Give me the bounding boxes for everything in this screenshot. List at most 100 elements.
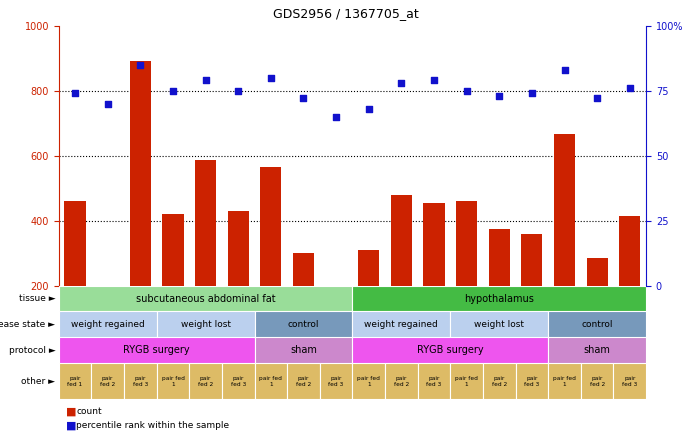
Text: pair
fed 3: pair fed 3 (231, 376, 246, 387)
Text: other ►: other ► (21, 377, 55, 386)
Bar (157, 364, 189, 399)
Bar (521, 234, 542, 285)
Text: hypothalamus: hypothalamus (464, 293, 534, 304)
Bar (515, 364, 548, 399)
Text: sham: sham (290, 345, 317, 356)
Text: pair
fed 2: pair fed 2 (394, 376, 409, 387)
Bar (548, 312, 646, 337)
Text: weight regained: weight regained (70, 320, 144, 329)
Text: count: count (76, 407, 102, 416)
Text: pair fed
1: pair fed 1 (455, 376, 478, 387)
Text: pair
fed 3: pair fed 3 (328, 376, 343, 387)
Text: subcutaneous abdominal fat: subcutaneous abdominal fat (135, 293, 276, 304)
Point (559, 66, 570, 73)
Text: pair
fed 1: pair fed 1 (68, 376, 83, 387)
Bar (581, 364, 614, 399)
Bar (227, 211, 249, 285)
Bar (614, 364, 646, 399)
Text: weight lost: weight lost (180, 320, 231, 329)
Bar (59, 285, 352, 312)
Bar (451, 312, 548, 337)
Text: pair
fed 2: pair fed 2 (589, 376, 605, 387)
Text: pair
fed 3: pair fed 3 (622, 376, 637, 387)
Bar (157, 312, 254, 337)
Text: pair
fed 3: pair fed 3 (426, 376, 442, 387)
Text: protocol ►: protocol ► (8, 346, 55, 355)
Text: weight regained: weight regained (364, 320, 438, 329)
Point (428, 77, 439, 84)
Point (396, 79, 407, 87)
Bar (424, 203, 444, 285)
Text: percentile rank within the sample: percentile rank within the sample (76, 421, 229, 430)
Bar (451, 364, 483, 399)
Bar (548, 337, 646, 364)
Text: pair fed
1: pair fed 1 (259, 376, 282, 387)
Point (167, 87, 178, 94)
Point (200, 77, 211, 84)
Text: disease state ►: disease state ► (0, 320, 55, 329)
Text: tissue ►: tissue ► (19, 294, 55, 303)
Bar (352, 337, 548, 364)
Text: weight lost: weight lost (474, 320, 524, 329)
Bar (59, 337, 254, 364)
Text: pair
fed 2: pair fed 2 (100, 376, 115, 387)
Bar (162, 214, 184, 285)
Bar (619, 216, 641, 285)
Text: RYGB surgery: RYGB surgery (123, 345, 190, 356)
Bar (64, 201, 86, 285)
Bar (254, 337, 352, 364)
Bar (59, 364, 91, 399)
Point (70, 90, 81, 97)
Text: ■: ■ (66, 420, 76, 431)
Bar (587, 258, 608, 285)
Bar (261, 167, 281, 285)
Point (298, 95, 309, 102)
Text: pair
fed 3: pair fed 3 (524, 376, 540, 387)
Bar (554, 135, 575, 285)
Point (102, 100, 113, 107)
Point (233, 87, 244, 94)
Bar (358, 250, 379, 285)
Bar (489, 229, 510, 285)
Bar (352, 285, 646, 312)
Bar (385, 364, 417, 399)
Text: pair fed
1: pair fed 1 (357, 376, 380, 387)
Bar (222, 364, 254, 399)
Bar (124, 364, 157, 399)
Point (527, 90, 538, 97)
Text: RYGB surgery: RYGB surgery (417, 345, 484, 356)
Text: control: control (581, 320, 613, 329)
Text: pair
fed 3: pair fed 3 (133, 376, 148, 387)
Bar (254, 364, 287, 399)
Bar (352, 312, 451, 337)
Bar (320, 364, 352, 399)
Bar (325, 285, 347, 310)
Bar (548, 364, 581, 399)
Bar (417, 364, 451, 399)
Bar (91, 364, 124, 399)
Bar (293, 253, 314, 285)
Bar (287, 364, 320, 399)
Bar (483, 364, 515, 399)
Bar (456, 201, 477, 285)
Bar (195, 160, 216, 285)
Bar (352, 364, 385, 399)
Text: ■: ■ (66, 406, 76, 416)
Bar (390, 194, 412, 285)
Bar (254, 312, 352, 337)
Point (493, 92, 504, 99)
Text: sham: sham (584, 345, 611, 356)
Text: pair
fed 2: pair fed 2 (491, 376, 507, 387)
Point (591, 95, 603, 102)
Text: pair
fed 2: pair fed 2 (296, 376, 311, 387)
Text: GDS2956 / 1367705_at: GDS2956 / 1367705_at (273, 7, 418, 20)
Text: pair fed
1: pair fed 1 (162, 376, 184, 387)
Text: pair fed
1: pair fed 1 (553, 376, 576, 387)
Bar (59, 312, 157, 337)
Point (135, 61, 146, 68)
Bar (97, 285, 118, 310)
Bar (189, 364, 222, 399)
Point (265, 74, 276, 81)
Point (330, 113, 341, 120)
Bar (130, 61, 151, 285)
